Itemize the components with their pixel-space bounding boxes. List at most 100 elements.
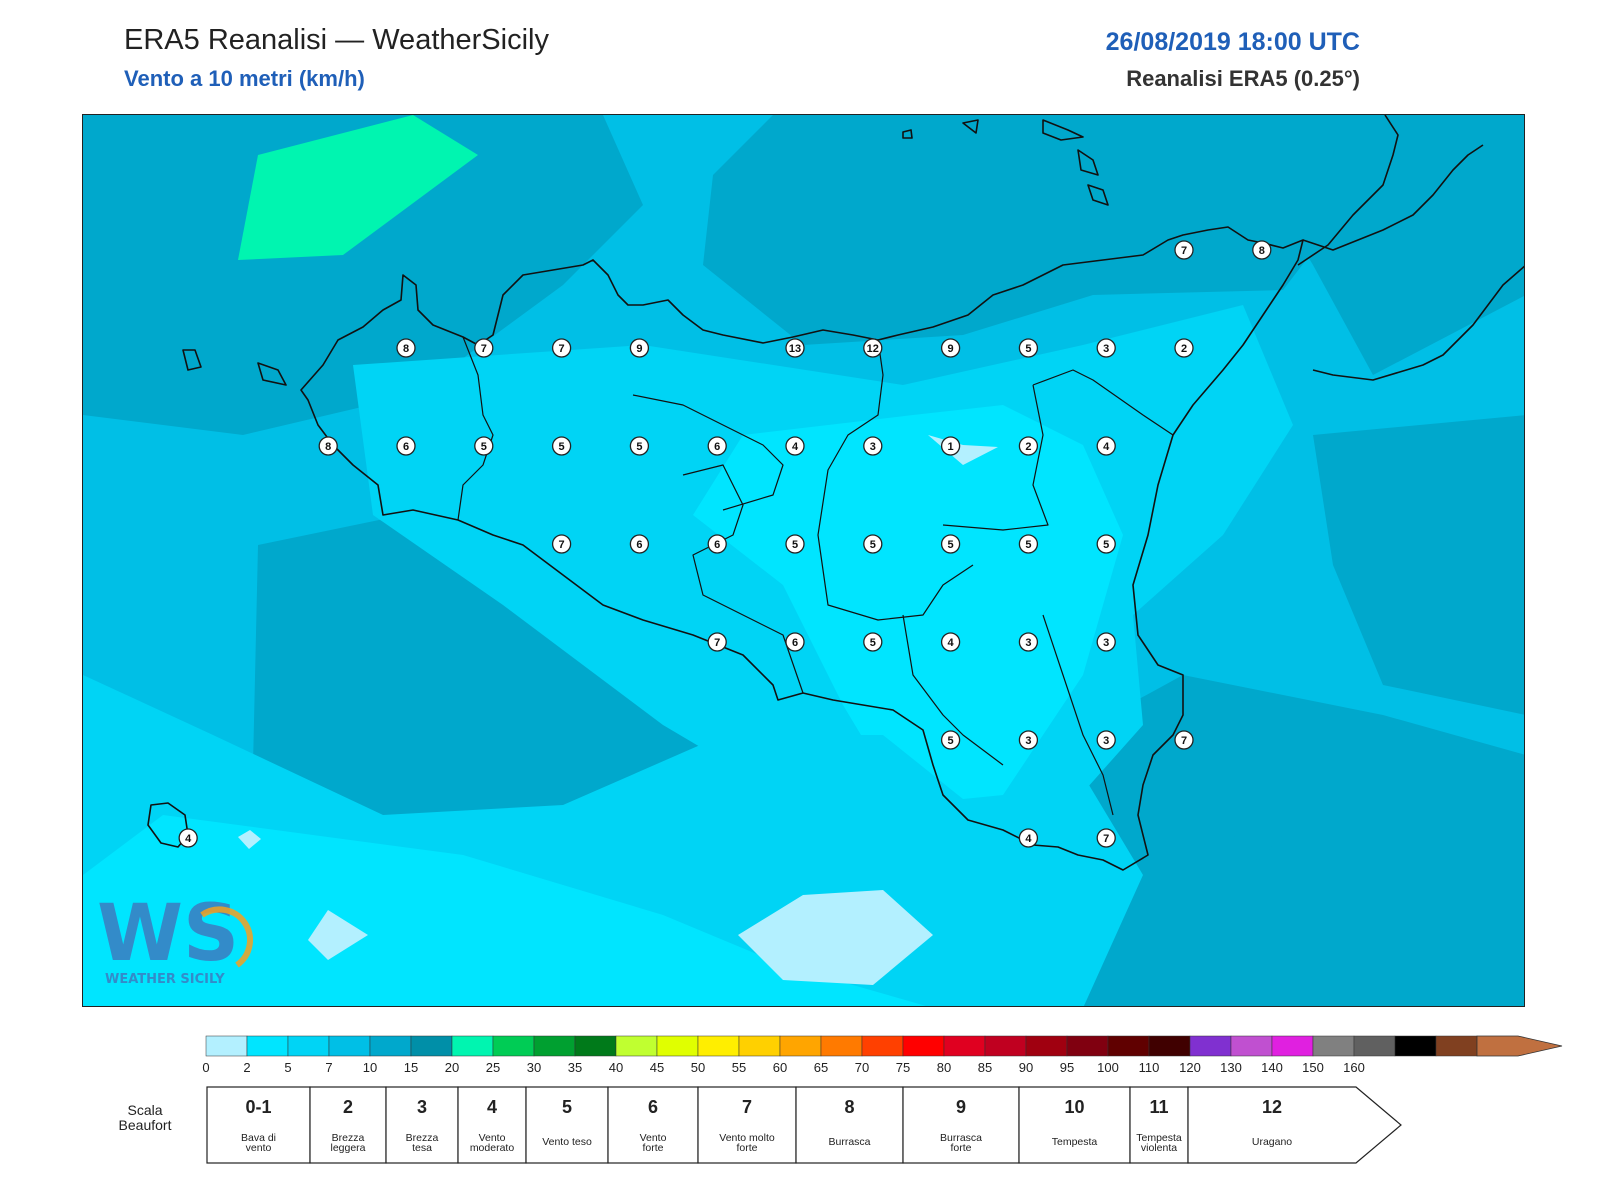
colorbar-cell <box>205 1035 248 1057</box>
station-marker: 8 <box>318 436 338 456</box>
station-marker: 12 <box>863 338 883 358</box>
colorbar-cell <box>246 1035 289 1057</box>
calabria-east-coast <box>1312 265 1524 381</box>
inland-border-6 <box>632 394 784 511</box>
colorbar-tick-label: 15 <box>404 1060 418 1075</box>
station-circle <box>1252 240 1272 260</box>
colorbar-cell <box>984 1035 1027 1057</box>
colorbar-cell <box>1107 1035 1150 1057</box>
station-circle <box>707 534 727 554</box>
beaufort-scale-label-1: Scala <box>127 1102 162 1118</box>
station-value: 6 <box>714 441 720 453</box>
beaufort-name-line-2: leggera <box>330 1142 365 1154</box>
calabria-coastline <box>1297 115 1484 266</box>
station-value: 5 <box>948 539 954 551</box>
colorbar-tick-label: 140 <box>1261 1060 1283 1075</box>
colorbar-arrow <box>1476 1035 1563 1057</box>
beaufort-name-line-1: Vento <box>640 1132 667 1144</box>
colorbar-cell <box>1312 1035 1355 1057</box>
beaufort-name-line-2: tesa <box>412 1142 432 1154</box>
beaufort-number: 6 <box>648 1097 658 1117</box>
beaufort-name-line-1: Vento molto <box>719 1132 775 1144</box>
beaufort-number: 11 <box>1149 1097 1168 1117</box>
station-circle <box>940 534 961 554</box>
station-marker: 8 <box>396 338 416 358</box>
beaufort-cell <box>1018 1086 1131 1164</box>
colorbar-cell <box>1025 1035 1068 1057</box>
beaufort-class: 10 Tempesta <box>1018 1086 1131 1164</box>
station-value: 9 <box>948 343 954 355</box>
station-marker: 3 <box>863 436 883 456</box>
station-value: 8 <box>1259 245 1265 257</box>
station-marker: 7 <box>474 338 494 358</box>
station-value: 3 <box>1103 735 1109 747</box>
beaufort-name-line-1: Burrasca <box>940 1132 982 1144</box>
station-value: 3 <box>1025 735 1031 747</box>
station-marker: 3 <box>1096 730 1116 750</box>
inland-border-1 <box>457 336 494 521</box>
colorbar-cell <box>533 1035 576 1057</box>
station-circle <box>629 534 650 554</box>
station-marker: 4 <box>785 436 805 456</box>
beaufort-number: 0-1 <box>245 1097 271 1117</box>
colorbar-tick-label: 85 <box>978 1060 992 1075</box>
station-circle <box>396 436 416 456</box>
egadi-islands <box>257 362 287 386</box>
colorbar-tick-label: 40 <box>609 1060 623 1075</box>
station-value: 4 <box>1025 833 1032 845</box>
lipari-islands <box>902 119 1109 206</box>
station-marker: 2 <box>1174 338 1194 358</box>
station-circle <box>785 632 805 652</box>
station-marker: 5 <box>474 436 494 456</box>
colorbar-cell <box>1066 1035 1109 1057</box>
inland-border-3 <box>682 464 804 694</box>
shade-10-15-e <box>1313 415 1524 715</box>
station-circle <box>1018 632 1039 652</box>
station-marker: 6 <box>396 436 416 456</box>
station-value: 1 <box>948 441 954 453</box>
station-value: 6 <box>403 441 409 453</box>
beaufort-cell <box>525 1086 609 1164</box>
colorbar-tick-label: 65 <box>814 1060 828 1075</box>
colorbar-tick-label: 60 <box>773 1060 787 1075</box>
station-value: 5 <box>559 441 565 453</box>
colorbar-tick-label: 30 <box>527 1060 541 1075</box>
beaufort-number: 9 <box>956 1097 966 1117</box>
coastlines <box>147 115 1524 871</box>
colorbar-cell <box>369 1035 412 1057</box>
station-marker: 5 <box>940 534 961 554</box>
station-circle <box>1096 338 1116 358</box>
station-circle <box>1018 828 1039 848</box>
station-marker: 3 <box>1096 338 1116 358</box>
station-marker: 2 <box>1018 436 1039 456</box>
beaufort-cell <box>607 1086 699 1164</box>
station-circle <box>396 338 416 358</box>
station-value: 13 <box>789 343 801 355</box>
colorbar-cell <box>410 1035 453 1057</box>
station-circle <box>1018 730 1039 750</box>
station-value: 5 <box>948 735 954 747</box>
station-circle <box>940 730 961 750</box>
station-value: 12 <box>867 343 879 355</box>
station-circle <box>1096 730 1116 750</box>
shade-10-15-ne <box>1223 115 1524 375</box>
colorbar-tick-label: 5 <box>284 1060 291 1075</box>
station-circle <box>1174 240 1194 260</box>
beaufort-name-line-2: moderato <box>470 1142 515 1154</box>
station-marker: 3 <box>1096 632 1116 652</box>
station-circle <box>863 534 883 554</box>
station-circle <box>1174 338 1194 358</box>
station-circle <box>785 534 805 554</box>
colorbar-cell <box>1353 1035 1396 1057</box>
beaufort-cell <box>902 1086 1020 1164</box>
station-marker: 7 <box>1096 828 1116 848</box>
station-value: 7 <box>481 343 487 355</box>
station-value: 5 <box>1025 343 1031 355</box>
station-value: 4 <box>185 833 192 845</box>
station-value: 6 <box>714 539 720 551</box>
shade-15-20-nw <box>238 115 478 260</box>
station-value: 8 <box>325 441 331 453</box>
